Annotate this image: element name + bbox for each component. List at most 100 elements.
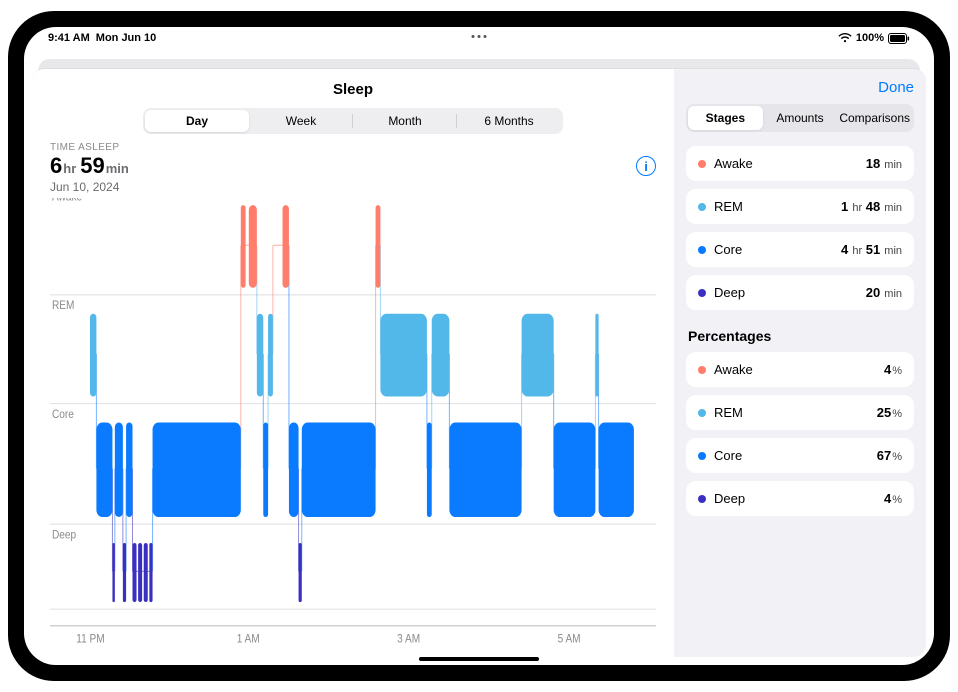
- svg-text:Awake: Awake: [52, 198, 82, 204]
- pct-card-deep[interactable]: Deep 4%: [686, 481, 914, 516]
- time-asleep-value: 6hr59min: [50, 153, 656, 179]
- svg-text:Deep: Deep: [52, 529, 76, 542]
- stage-durations-list: Awake 18 min REM 1 hr 48 min Core 4 hr 51 min…: [686, 146, 914, 318]
- card-value: 4 hr 51 min: [841, 242, 902, 257]
- svg-text:Core: Core: [52, 408, 74, 421]
- bar-awake: [283, 205, 289, 288]
- screen: 9:41 AM Mon Jun 10 100% Sleep DayWeekMon…: [24, 27, 934, 665]
- card-label: Awake: [714, 362, 753, 377]
- bar-core: [289, 423, 299, 518]
- card-label: Core: [714, 448, 742, 463]
- main-pane: Sleep DayWeekMonth6 Months TIME ASLEEP 6…: [32, 69, 674, 657]
- bar-core: [126, 423, 132, 518]
- svg-text:3 AM: 3 AM: [397, 633, 420, 646]
- status-bar: 9:41 AM Mon Jun 10 100%: [24, 27, 934, 49]
- bar-rem: [522, 314, 554, 397]
- wifi-icon: [838, 33, 852, 43]
- title-row: Sleep: [50, 79, 656, 108]
- bar-core: [449, 423, 521, 518]
- bar-core: [302, 423, 376, 518]
- status-time: 9:41 AM: [48, 32, 90, 44]
- bar-deep: [149, 543, 152, 602]
- bar-awake: [241, 205, 246, 288]
- bar-core: [554, 423, 596, 518]
- side-seg-amounts[interactable]: Amounts: [763, 106, 838, 130]
- pct-card-awake[interactable]: Awake 4%: [686, 352, 914, 387]
- percentages-title: Percentages: [688, 328, 914, 344]
- bar-rem: [257, 314, 263, 397]
- period-segmented-control[interactable]: DayWeekMonth6 Months: [143, 108, 563, 134]
- dot-core-icon: [698, 452, 706, 460]
- bar-awake: [376, 205, 381, 288]
- card-value: 4%: [884, 362, 902, 377]
- dot-awake-icon: [698, 160, 706, 168]
- multitask-pill[interactable]: [472, 35, 487, 38]
- svg-text:REM: REM: [52, 299, 74, 312]
- card-label: Awake: [714, 156, 753, 171]
- dot-core-icon: [698, 246, 706, 254]
- done-button[interactable]: Done: [878, 79, 914, 96]
- card-value: 67%: [877, 448, 902, 463]
- bar-rem: [380, 314, 427, 397]
- period-seg-month[interactable]: Month: [353, 110, 457, 132]
- duration-card-core[interactable]: Core 4 hr 51 min: [686, 232, 914, 267]
- bar-core: [427, 423, 432, 518]
- info-button[interactable]: i: [636, 156, 656, 176]
- dot-deep-icon: [698, 495, 706, 503]
- bar-rem: [268, 314, 273, 397]
- bar-deep: [144, 543, 148, 602]
- card-value: 18 min: [866, 156, 902, 171]
- bar-core: [599, 423, 634, 518]
- detail-sheet: Sleep DayWeekMonth6 Months TIME ASLEEP 6…: [32, 69, 926, 657]
- card-label: REM: [714, 405, 743, 420]
- period-seg-week[interactable]: Week: [249, 110, 353, 132]
- svg-text:11 PM: 11 PM: [76, 633, 104, 646]
- battery-icon: [888, 33, 910, 44]
- card-label: REM: [714, 199, 743, 214]
- bar-rem: [432, 314, 450, 397]
- card-value: 4%: [884, 491, 902, 506]
- side-seg-stages[interactable]: Stages: [688, 106, 763, 130]
- bar-deep: [123, 543, 126, 602]
- side-pane: Done StagesAmountsComparisons Awake 18 mi…: [674, 69, 926, 657]
- dot-deep-icon: [698, 289, 706, 297]
- card-label: Deep: [714, 285, 745, 300]
- bar-awake: [249, 205, 257, 288]
- pct-card-rem[interactable]: REM 25%: [686, 395, 914, 430]
- period-seg-day[interactable]: Day: [145, 110, 249, 132]
- summary-label: TIME ASLEEP: [50, 142, 656, 153]
- ipad-frame: 9:41 AM Mon Jun 10 100% Sleep DayWeekMon…: [8, 11, 950, 681]
- card-value: 1 hr 48 min: [841, 199, 902, 214]
- summary-date: Jun 10, 2024: [50, 180, 656, 194]
- bar-core: [153, 423, 241, 518]
- side-seg-comparisons[interactable]: Comparisons: [837, 106, 912, 130]
- bar-core: [115, 423, 123, 518]
- duration-card-rem[interactable]: REM 1 hr 48 min: [686, 189, 914, 224]
- status-date: Mon Jun 10: [96, 32, 157, 44]
- bar-deep: [138, 543, 142, 602]
- side-segmented-control[interactable]: StagesAmountsComparisons: [686, 104, 914, 132]
- card-value: 25%: [877, 405, 902, 420]
- bar-rem: [90, 314, 96, 397]
- pct-card-core[interactable]: Core 67%: [686, 438, 914, 473]
- card-value: 20 min: [866, 285, 902, 300]
- svg-text:5 AM: 5 AM: [558, 633, 581, 646]
- bar-deep: [112, 543, 114, 602]
- duration-card-deep[interactable]: Deep 20 min: [686, 275, 914, 310]
- page-title: Sleep: [333, 81, 373, 98]
- home-indicator[interactable]: [419, 657, 539, 661]
- dot-rem-icon: [698, 203, 706, 211]
- duration-card-awake[interactable]: Awake 18 min: [686, 146, 914, 181]
- summary-block: TIME ASLEEP 6hr59min Jun 10, 2024 i: [50, 142, 656, 194]
- period-seg-6-months[interactable]: 6 Months: [457, 110, 561, 132]
- stage-percentages-list: Awake 4% REM 25% Core 67% Deep 4%: [686, 352, 914, 524]
- bar-deep: [133, 543, 137, 602]
- dot-rem-icon: [698, 409, 706, 417]
- bar-core: [263, 423, 268, 518]
- bar-core: [96, 423, 112, 518]
- sleep-stages-chart[interactable]: AwakeREMCoreDeep11 PM1 AM3 AM5 AM: [50, 198, 656, 647]
- dot-awake-icon: [698, 366, 706, 374]
- status-battery-pct: 100%: [856, 32, 884, 44]
- card-label: Deep: [714, 491, 745, 506]
- card-label: Core: [714, 242, 742, 257]
